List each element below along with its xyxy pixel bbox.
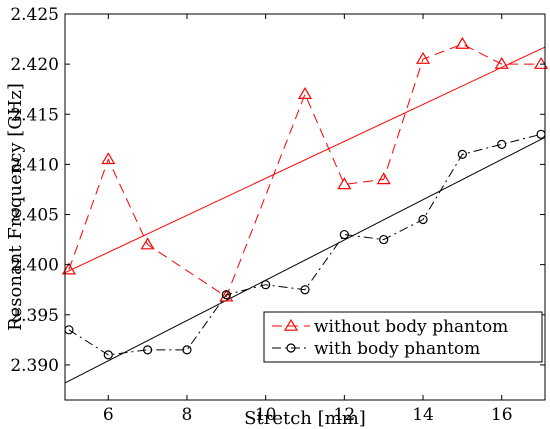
fit-line — [64, 46, 546, 274]
x-tick-label: 8 — [182, 405, 193, 425]
data-point — [455, 36, 470, 49]
y-tick-label: 2.405 — [10, 206, 59, 226]
y-tick-label: 2.410 — [10, 155, 59, 175]
fit-line — [64, 136, 546, 384]
data-point — [61, 262, 76, 275]
series-group — [61, 36, 549, 360]
x-axis-label: Stretch [mm] — [244, 408, 366, 429]
legend-entry-label: without body phantom — [314, 317, 508, 337]
plot-area — [64, 13, 546, 401]
data-point — [494, 56, 509, 69]
data-point — [300, 285, 310, 295]
x-tick-label: 14 — [412, 405, 434, 425]
y-tick-label: 2.415 — [10, 105, 59, 125]
data-point — [143, 345, 153, 355]
data-point — [536, 129, 546, 139]
series-line — [68, 43, 542, 298]
data-point — [379, 234, 389, 245]
y-axis-label: Resonant Frequency [GHz] — [5, 83, 26, 331]
y-tick-label: 2.425 — [10, 5, 59, 25]
legend-entry-label: with body phantom — [314, 339, 480, 359]
x-tick-label: 6 — [103, 405, 114, 425]
data-point — [457, 149, 467, 159]
fit-lines — [64, 46, 546, 384]
data-point — [337, 177, 352, 190]
legend-box — [263, 311, 543, 363]
y-tick-label: 2.400 — [10, 256, 59, 276]
data-point — [221, 290, 231, 300]
legend-marker — [286, 343, 296, 353]
data-point — [415, 51, 431, 64]
data-point — [101, 152, 116, 165]
x-tick-label: 10 — [255, 405, 277, 425]
data-point — [297, 87, 313, 100]
y-tick-label: 2.420 — [10, 55, 59, 75]
data-point — [376, 172, 391, 185]
y-tick-label: 2.390 — [10, 356, 59, 376]
x-tick-label: 12 — [334, 405, 356, 425]
data-point — [140, 237, 155, 250]
data-point — [497, 139, 507, 149]
data-point — [339, 229, 349, 240]
data-point — [219, 289, 234, 302]
data-point — [182, 345, 192, 355]
y-tick-label: 2.395 — [10, 306, 59, 326]
x-tick-label: 16 — [491, 405, 513, 425]
legend-marker — [283, 318, 299, 331]
data-point — [534, 56, 549, 69]
data-point — [418, 214, 428, 225]
data-point — [103, 350, 113, 360]
series-line — [68, 133, 542, 356]
data-point — [261, 280, 271, 290]
axis-ticks: 6 8 10 12 14 16 2.390 2.395 2.400 2.405 2.410 2.415… — [10, 5, 545, 425]
